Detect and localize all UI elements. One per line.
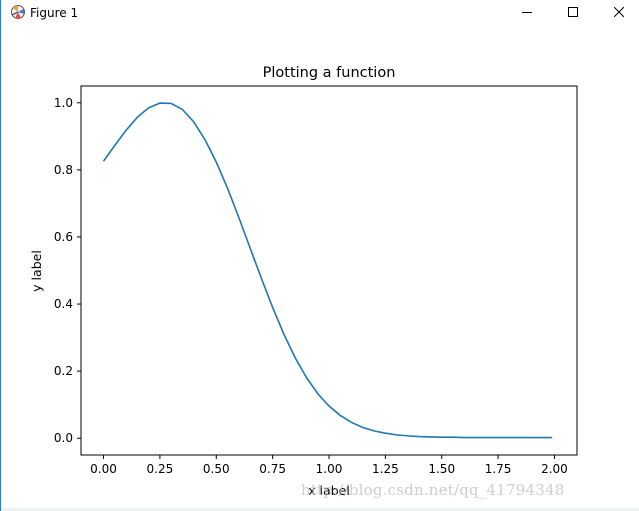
x-tick-label: 0.00 — [90, 462, 117, 476]
line-chart: 0.00 0.25 0.50 0.75 1.00 1.25 1.50 1.75 2.00 0.0… — [29, 65, 578, 498]
x-tick-label: 1.25 — [372, 462, 399, 476]
watermark: http://blog.csdn.net/qq_41794348 — [301, 481, 565, 499]
maximize-button[interactable] — [550, 0, 596, 26]
matplotlib-icon[interactable] — [10, 4, 26, 20]
y-tick-label: 0.0 — [54, 431, 73, 445]
minimize-icon — [522, 12, 532, 13]
plot-frame — [80, 85, 578, 456]
y-axis-label: y label — [29, 250, 44, 292]
y-tick-label: 1.0 — [54, 96, 73, 110]
window-title: Figure 1 — [30, 6, 79, 20]
bottom-strip — [1, 508, 639, 511]
x-tick-label: 1.75 — [485, 462, 512, 476]
x-tick-label: 0.50 — [203, 462, 230, 476]
x-tick-label: 1.00 — [316, 462, 343, 476]
y-tick-label: 0.4 — [54, 297, 73, 311]
series-line — [102, 102, 553, 439]
close-icon — [614, 7, 624, 17]
x-axis-label: x label — [308, 483, 350, 498]
x-tick-label: 0.25 — [147, 462, 174, 476]
x-ticks: 0.00 0.25 0.50 0.75 1.00 1.25 1.50 1.75 2.00 — [90, 455, 568, 476]
x-tick-label: 2.00 — [541, 462, 568, 476]
plot-area — [81, 86, 577, 455]
y-tick-label: 0.6 — [54, 230, 73, 244]
maximize-icon — [568, 7, 578, 17]
y-tick-label: 0.2 — [54, 364, 73, 378]
y-tick-label: 0.8 — [54, 163, 73, 177]
figure-canvas: 0.00 0.25 0.50 0.75 1.00 1.25 1.50 1.75 2.00 0.0… — [1, 26, 639, 511]
y-ticks: 0.0 0.2 0.4 0.6 0.8 1.0 — [54, 96, 81, 445]
x-tick-label: 0.75 — [259, 462, 286, 476]
title-bar[interactable]: Figure 1 — [1, 0, 639, 26]
minimize-button[interactable] — [504, 0, 550, 26]
chart-title: Plotting a function — [263, 65, 396, 81]
close-button[interactable] — [596, 0, 639, 26]
x-tick-label: 1.50 — [428, 462, 455, 476]
